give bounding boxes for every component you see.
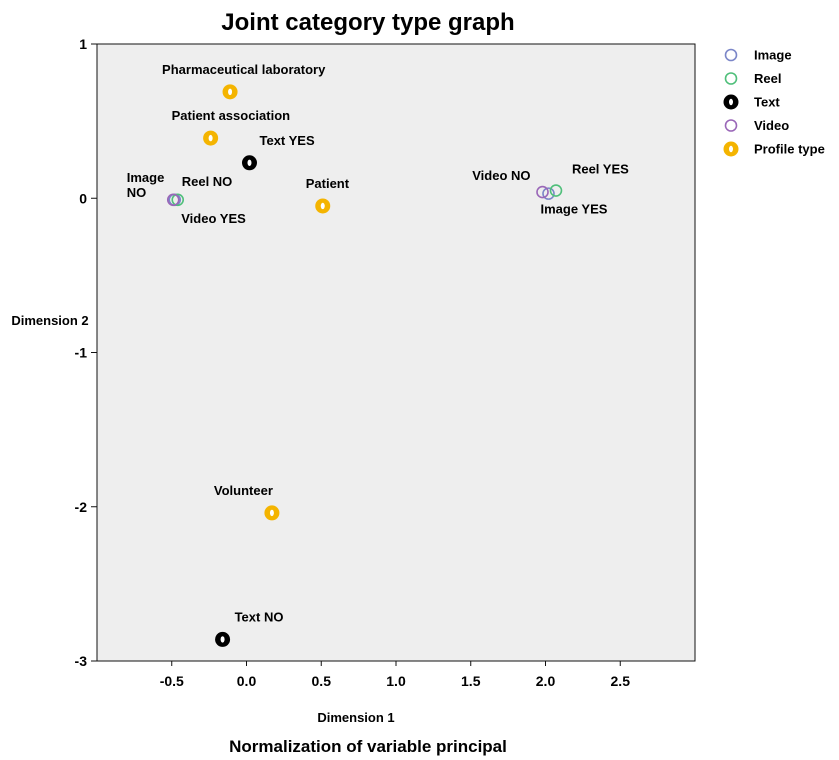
y-tick-label: -1 [75, 345, 88, 361]
point-volunteer [264, 505, 280, 521]
legend-label-text: Text [754, 95, 780, 110]
legend: Image Reel Text Video Profile type [723, 48, 825, 157]
point-label-patient: Patient [306, 176, 350, 191]
y-tick-label: -2 [75, 499, 88, 515]
point-pharmaceutical-laboratory-centre [228, 88, 233, 96]
point-patient-centre [320, 202, 325, 210]
y-tick-label: 1 [79, 36, 87, 52]
plot-area [96, 43, 696, 662]
x-tick-label: 1.0 [386, 673, 406, 689]
x-tick-label: 2.0 [536, 673, 556, 689]
x-tick-label: -0.5 [160, 673, 184, 689]
point-label-reel-yes: Reel YES [572, 162, 629, 177]
point-patient [315, 198, 331, 214]
legend-marker-text-centre [729, 98, 733, 106]
y-tick-label: 0 [79, 190, 87, 206]
legend-label-image: Image [754, 48, 792, 63]
point-label-image-no: Image NO [127, 170, 165, 200]
legend-label-profile-type: Profile type [754, 142, 825, 157]
x-axis-label: Dimension 1 [317, 710, 394, 725]
point-label-text-yes: Text YES [259, 133, 314, 148]
point-reel-no [171, 193, 185, 207]
point-text-no-centre [220, 636, 225, 643]
legend-marker-reel [724, 72, 738, 85]
point-patient-association-centre [208, 134, 213, 142]
point-text-yes-centre [247, 159, 252, 166]
point-label-volunteer: Volunteer [214, 483, 273, 498]
point-patient-association [203, 130, 219, 146]
y-tick-label: -3 [75, 653, 88, 669]
x-tick-label: 2.5 [611, 673, 631, 689]
point-labels: Image NO Image YES Reel NO Reel YES Text YES T… [127, 62, 629, 625]
legend-marker-video [724, 119, 738, 132]
x-tick-label: 0.0 [237, 673, 257, 689]
point-label-line: NO [127, 185, 146, 200]
legend-label-video: Video [754, 118, 789, 133]
y-axis: 1 0 -1 -2 -3 [75, 36, 97, 669]
point-text-no [215, 631, 231, 647]
point-label-video-no: Video NO [472, 168, 530, 183]
chart-title: Joint category type graph [221, 9, 514, 36]
point-label-reel-no: Reel NO [182, 174, 233, 189]
x-tick-label: 1.5 [461, 673, 481, 689]
point-video-no [536, 185, 549, 199]
point-volunteer-centre [269, 509, 274, 517]
point-image-yes [542, 187, 555, 200]
point-label-pharmaceutical-laboratory: Pharmaceutical laboratory [162, 62, 326, 77]
y-axis-label: Dimension 2 [11, 313, 88, 328]
point-label-line: Image [127, 170, 165, 185]
legend-marker-profile-type [723, 141, 739, 157]
point-text-yes [241, 155, 257, 171]
x-axis: -0.5 0.0 0.5 1.0 1.5 2.0 2.5 [160, 661, 631, 689]
legend-marker-image [724, 48, 738, 62]
point-label-text-no: Text NO [235, 609, 284, 624]
point-label-patient-association: Patient association [172, 108, 291, 123]
data-points [166, 84, 563, 647]
legend-label-reel: Reel [754, 71, 781, 86]
point-reel-yes [549, 184, 563, 197]
legend-marker-profile-type-centre [729, 145, 733, 153]
legend-marker-text [723, 94, 739, 110]
x-tick-label: 0.5 [312, 673, 332, 689]
point-label-video-yes: Video YES [181, 211, 246, 226]
chart-subtitle: Normalization of variable principal [229, 737, 507, 756]
point-video-yes [166, 193, 180, 207]
point-label-image-yes: Image YES [540, 202, 607, 217]
point-pharmaceutical-laboratory [222, 84, 238, 100]
